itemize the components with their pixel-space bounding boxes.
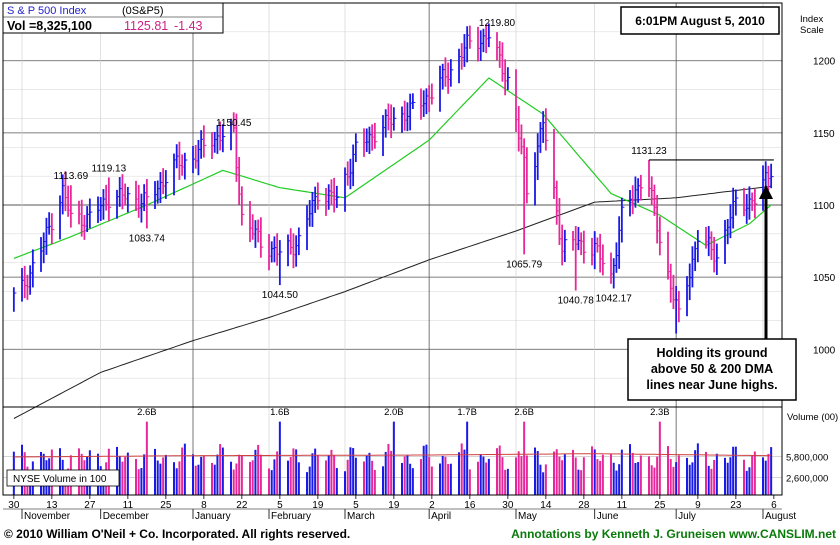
price-label: 1113.69: [54, 171, 89, 182]
x-day-label: 25: [654, 500, 666, 511]
volume-readout: Vol =8,325,100: [7, 19, 92, 33]
price-label: 1219.80: [479, 18, 516, 29]
copyright: © 2010 William O'Neil + Co. Incorporated…: [4, 527, 350, 541]
x-day-label: 19: [388, 500, 400, 511]
price-bars: [12, 23, 774, 334]
index-name: S & P 500 Index: [7, 5, 87, 17]
x-day-label: 6: [771, 500, 777, 511]
credit: Annotations by Kenneth J. Gruneisen www.…: [511, 527, 836, 541]
ma200-line: [13, 185, 772, 419]
x-day-label: 23: [730, 500, 742, 511]
price-label: 1042.17: [596, 293, 633, 304]
volume-legend-box: [6, 469, 120, 487]
volume-label: 1.6B: [270, 407, 290, 418]
annotation-arrow-head: [759, 185, 773, 199]
volume-tick-label: 2,600,000: [786, 474, 828, 485]
volume-legend: NYSE Volume in 100: [13, 474, 107, 485]
x-month-label: May: [518, 511, 537, 522]
volume-label: 1.7B: [457, 407, 477, 418]
x-month-label: November: [24, 511, 71, 522]
x-day-label: 11: [123, 500, 134, 511]
x-day-label: 19: [312, 500, 324, 511]
axes: 1000 1050 1100 1150 1200 5,800,000 2,600,000 30…: [3, 57, 836, 522]
volume-bars: [12, 421, 773, 495]
price-label: 1131.23: [631, 146, 667, 157]
x-day-label: 27: [84, 500, 96, 511]
x-month-label: March: [347, 511, 375, 522]
ma200-path: [13, 185, 772, 419]
price-label: 1083.74: [129, 233, 166, 244]
x-day-label: 30: [502, 500, 514, 511]
volume-label: 2.6B: [514, 407, 534, 418]
annotation-box: [627, 338, 797, 401]
x-day-label: 5: [353, 500, 359, 511]
y-tick-label: 1150: [813, 129, 835, 140]
volume-ma-path: [13, 453, 772, 458]
header-box: [2, 2, 224, 34]
annotation-text: Holding its ground above 50 & 200 DMA line…: [646, 346, 777, 392]
volume-axis-title: Volume (00): [787, 412, 838, 423]
y-tick-label: 1200: [813, 57, 836, 68]
timestamp-box: [620, 6, 780, 35]
y-tick-label: 1100: [813, 201, 835, 212]
price-label: 1119.13: [92, 163, 127, 174]
x-day-label: 2: [429, 500, 435, 511]
x-day-label: 25: [160, 500, 172, 511]
x-day-label: 13: [46, 500, 58, 511]
x-day-label: 9: [695, 500, 701, 511]
x-month-label: August: [765, 511, 796, 522]
x-day-label: 14: [540, 500, 552, 511]
x-day-label: 28: [578, 500, 590, 511]
x-month-label: February: [271, 511, 311, 522]
price-label: 1044.50: [262, 290, 299, 301]
y-tick-label: 1050: [813, 273, 836, 284]
x-day-label: 11: [617, 500, 628, 511]
volume-panel-border: [2, 406, 783, 496]
x-day-label: 8: [201, 500, 207, 511]
x-month-label: January: [195, 511, 231, 522]
x-month-label: April: [431, 511, 451, 522]
x-day-label: 16: [464, 500, 476, 511]
volume-label: 2.6B: [137, 407, 157, 418]
x-month-label: December: [103, 511, 150, 522]
index-scale-title: Index Scale: [800, 14, 824, 36]
x-day-label: 5: [277, 500, 283, 511]
x-month-label: June: [597, 511, 619, 522]
last-price: 1125.81: [124, 19, 168, 33]
y-tick-label: 1000: [813, 345, 836, 356]
timestamp: 6:01PM August 5, 2010: [635, 14, 765, 28]
grid-lines: [3, 3, 782, 495]
x-day-label: 22: [236, 500, 248, 511]
volume-label: 2.3B: [650, 407, 670, 418]
price-change: -1.43: [174, 19, 203, 33]
price-label: 1040.78: [558, 295, 595, 306]
x-day-label: 30: [8, 500, 20, 511]
volume-label: 2.0B: [384, 407, 404, 418]
symbol: (0S&P5): [122, 5, 164, 17]
price-label: 1065.79: [506, 259, 543, 270]
volume-tick-label: 5,800,000: [786, 452, 828, 463]
x-month-label: July: [678, 511, 696, 522]
price-label: 1150.45: [216, 118, 252, 129]
volume-ma-line: [13, 453, 772, 458]
volume-labels: 2.6B 1.6B 2.0B 1.7B 2.6B 2.3B: [137, 407, 670, 418]
